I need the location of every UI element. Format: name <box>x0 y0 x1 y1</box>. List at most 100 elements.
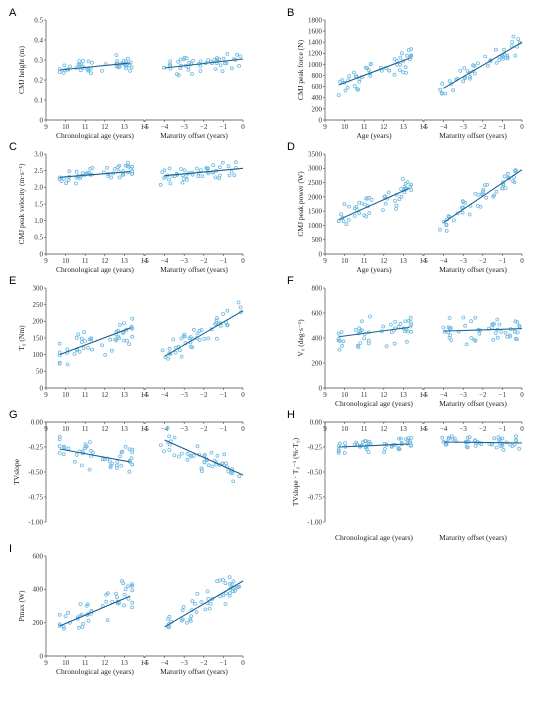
data-point-C-1-44 <box>195 167 198 170</box>
x-tick-label-F-1-4: −1 <box>499 391 507 399</box>
data-point-B-0-22 <box>400 52 403 55</box>
data-point-E-0-30 <box>58 342 61 345</box>
data-point-C-1-47 <box>182 178 185 181</box>
data-point-E-1-25 <box>178 349 181 352</box>
x-tick-label-F-1-1: −4 <box>440 391 448 399</box>
trend-line-I-0 <box>60 596 131 626</box>
data-point-G-0-40 <box>130 457 133 460</box>
data-point-C-1-21 <box>159 183 162 186</box>
data-point-B-0-0 <box>344 89 347 92</box>
x-tick-label-E-1-5: 0 <box>241 391 245 399</box>
data-point-C-1-27 <box>181 181 184 184</box>
data-point-I-0-18 <box>67 611 70 614</box>
data-point-B-1-42 <box>452 89 455 92</box>
data-point-F-1-37 <box>478 332 481 335</box>
x-tick-label-A-0-0: 9 <box>44 123 48 131</box>
data-point-C-1-4 <box>230 170 233 173</box>
x-tick-label-B-0-0: 9 <box>323 123 327 131</box>
data-point-E-1-7 <box>203 337 206 340</box>
data-point-C-0-42 <box>60 180 63 183</box>
data-point-B-1-44 <box>495 61 498 64</box>
data-point-E-0-2 <box>75 336 78 339</box>
data-point-A-0-1 <box>91 61 94 64</box>
y-tick-label-F-0: 0 <box>319 384 323 392</box>
data-point-F-1-18 <box>504 331 507 334</box>
data-point-C-1-40 <box>234 161 237 164</box>
y-tick-label-B-4: 800 <box>312 72 323 80</box>
data-point-B-0-25 <box>353 84 356 87</box>
y-tick-label-I-3: 600 <box>33 552 44 560</box>
data-point-D-1-44 <box>504 187 507 190</box>
y-tick-label-E-0: 0 <box>40 384 44 392</box>
x-tick-label-B-0-2: 11 <box>361 123 368 131</box>
data-point-B-1-28 <box>463 67 466 70</box>
data-point-A-0-12 <box>69 65 72 68</box>
data-point-F-0-13 <box>363 337 366 340</box>
data-point-B-1-4 <box>462 80 465 83</box>
data-point-E-0-34 <box>126 339 129 342</box>
data-point-D-0-33 <box>387 191 390 194</box>
data-point-B-1-25 <box>517 38 520 41</box>
data-point-B-0-12 <box>348 75 351 78</box>
x-tick-label-H-0-1: 10 <box>341 425 349 433</box>
y-tick-label-B-1: 200 <box>312 105 323 113</box>
data-point-C-1-34 <box>179 168 182 171</box>
data-point-B-1-14 <box>486 64 489 67</box>
x-tick-label-G-1-0: −5 <box>141 425 149 433</box>
data-point-B-1-16 <box>502 48 505 51</box>
data-point-H-1-7 <box>515 435 518 438</box>
data-point-C-1-12 <box>197 175 200 178</box>
data-point-A-1-27 <box>239 55 242 58</box>
data-point-I-1-6 <box>224 603 227 606</box>
data-point-C-1-24 <box>214 176 217 179</box>
data-point-C-1-45 <box>161 171 164 174</box>
data-point-C-0-24 <box>68 170 71 173</box>
x-tick-label-H-1-4: −1 <box>499 425 507 433</box>
data-point-D-1-17 <box>461 211 464 214</box>
x-axis-label-C-1: Maturity offset (years) <box>160 265 228 274</box>
trend-line-E-0 <box>60 328 131 355</box>
data-point-E-0-35 <box>131 335 134 338</box>
x-tick-label-D-0-2: 11 <box>361 257 368 265</box>
data-point-F-0-25 <box>354 328 357 331</box>
data-point-D-1-36 <box>452 219 455 222</box>
data-point-G-1-30 <box>159 444 162 447</box>
data-point-F-1-2 <box>496 318 499 321</box>
data-point-A-0-23 <box>127 57 130 60</box>
data-point-D-0-36 <box>345 223 348 226</box>
data-point-D-0-14 <box>368 212 371 215</box>
y-tick-label-D-4: 2000 <box>308 193 323 201</box>
data-point-E-1-38 <box>239 306 242 309</box>
panel-label-B: B <box>287 7 294 19</box>
data-point-D-1-30 <box>503 175 506 178</box>
data-point-A-1-24 <box>238 64 241 67</box>
data-point-A-0-31 <box>87 60 90 63</box>
data-point-A-0-10 <box>129 69 132 72</box>
data-point-G-1-18 <box>163 450 166 453</box>
y-tick-label-D-7: 3500 <box>308 150 323 158</box>
data-point-F-1-10 <box>498 323 501 326</box>
data-point-B-0-43 <box>353 71 356 74</box>
y-tick-label-G-3: -0.25 <box>28 443 43 451</box>
x-tick-label-F-0-2: 11 <box>361 391 368 399</box>
data-point-G-0-4 <box>119 455 122 458</box>
y-tick-label-B-0: 0 <box>319 116 323 124</box>
data-point-I-1-29 <box>209 602 212 605</box>
data-point-I-0-33 <box>105 600 108 603</box>
y-tick-label-E-2: 100 <box>33 351 44 359</box>
x-tick-label-E-1-3: −2 <box>200 391 208 399</box>
data-point-C-0-26 <box>81 172 84 175</box>
y-tick-label-A-2: 0.2 <box>34 76 43 84</box>
x-tick-label-H-1-2: −3 <box>459 425 467 433</box>
data-point-I-0-17 <box>127 597 130 600</box>
x-tick-label-G-1-4: −1 <box>220 425 228 433</box>
x-tick-label-F-1-3: −2 <box>479 391 487 399</box>
data-point-C-1-0 <box>199 169 202 172</box>
data-point-I-1-23 <box>204 608 207 611</box>
data-point-E-1-33 <box>196 332 199 335</box>
y-tick-label-I-2: 400 <box>33 586 44 594</box>
data-point-C-1-19 <box>169 182 172 185</box>
data-point-G-1-19 <box>196 445 199 448</box>
y-axis-label-B: CMJ peak force (N) <box>296 39 305 100</box>
